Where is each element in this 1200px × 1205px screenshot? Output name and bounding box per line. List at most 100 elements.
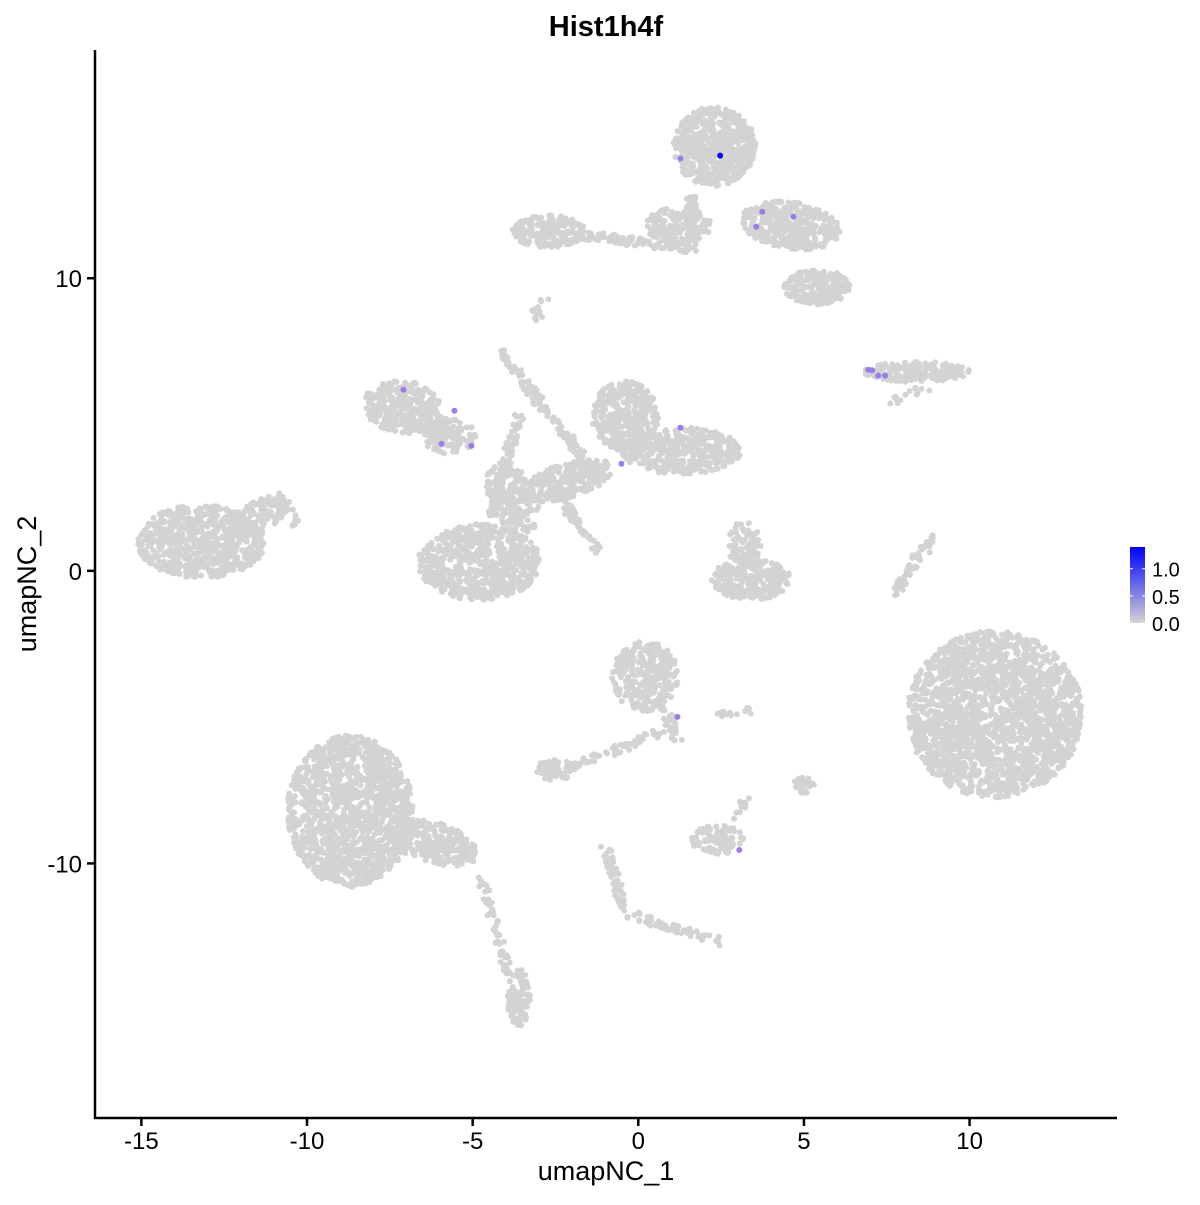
cell-point <box>434 535 441 542</box>
cell-point <box>662 429 669 436</box>
cell-point <box>709 113 716 120</box>
cell-point <box>777 564 784 571</box>
cell-point <box>693 450 700 457</box>
cell-point <box>749 135 755 142</box>
cell-point <box>556 216 563 223</box>
cell-point <box>504 501 511 508</box>
cell-point <box>607 416 614 423</box>
cell-point <box>491 464 498 471</box>
cell-point <box>673 142 680 149</box>
cell-point <box>248 556 255 563</box>
cell-point <box>670 216 677 223</box>
cell-point <box>515 498 522 505</box>
cell-point <box>486 484 493 491</box>
cell-point <box>693 464 700 471</box>
cell-point <box>503 506 510 513</box>
cell-point <box>523 582 530 589</box>
cell-point <box>381 416 388 423</box>
cell-point <box>466 542 473 549</box>
cell-point <box>684 435 691 442</box>
cell-point <box>715 104 722 111</box>
cell-point <box>836 272 843 279</box>
cell-point <box>514 489 521 495</box>
cell-point <box>477 570 484 577</box>
cell-point <box>417 562 424 569</box>
cell-point <box>215 573 221 580</box>
cell-point <box>837 295 844 302</box>
cell-point <box>939 369 946 376</box>
cell-point <box>170 565 177 572</box>
cell-point <box>724 144 731 151</box>
cell-point <box>513 557 520 564</box>
cell-point <box>226 546 233 553</box>
cell-point <box>508 526 515 533</box>
cell-point <box>903 371 910 378</box>
cell-point <box>644 388 651 395</box>
cell-point <box>730 109 737 116</box>
cell-point <box>602 458 608 465</box>
cell-point <box>553 482 560 489</box>
cell-point <box>705 433 712 440</box>
cell-point <box>766 218 773 225</box>
cell-point <box>694 134 701 141</box>
cell-point <box>514 514 521 521</box>
cell-point <box>563 217 570 224</box>
cell-point <box>241 508 248 515</box>
cell-point <box>527 539 534 546</box>
cell-point <box>598 433 605 440</box>
cell-point <box>528 478 535 484</box>
cell-point <box>833 219 840 226</box>
cell-point <box>478 544 485 551</box>
cell-point <box>775 221 782 227</box>
cell-point <box>210 555 217 562</box>
cell-point <box>225 567 232 573</box>
cell-point <box>655 456 661 462</box>
cell-point <box>196 505 203 512</box>
cell-point <box>682 443 689 450</box>
cell-point <box>654 421 661 428</box>
cell-point <box>539 498 546 505</box>
cell-point <box>796 200 803 207</box>
cell-point <box>818 212 825 219</box>
cell-point <box>137 549 144 556</box>
cell-point <box>788 276 795 283</box>
cell-point <box>494 584 501 591</box>
cell-point <box>648 428 655 435</box>
cell-point <box>407 385 414 392</box>
cell-point <box>718 449 725 456</box>
cell-point <box>659 228 665 235</box>
cell-point <box>435 400 442 407</box>
cell-point <box>484 472 491 478</box>
cell-point <box>500 556 507 563</box>
cell-point <box>519 491 526 498</box>
cell-point <box>155 553 162 560</box>
cell-point <box>888 374 895 381</box>
cell-point <box>696 458 703 465</box>
cell-point <box>186 555 193 562</box>
cell-point <box>510 501 517 508</box>
cell-point <box>403 424 410 431</box>
cell-point <box>176 530 182 537</box>
cell-point <box>676 437 683 444</box>
cell-point <box>766 204 772 211</box>
cell-point <box>517 561 523 568</box>
cell-point <box>817 242 824 249</box>
cell-point <box>922 360 929 367</box>
cell-point <box>626 386 633 393</box>
cell-point <box>702 126 709 133</box>
cell-point <box>864 372 871 379</box>
cell-point <box>840 288 846 294</box>
cell-point <box>156 544 163 551</box>
cell-point <box>550 475 557 482</box>
cell-point <box>200 530 207 537</box>
cell-point <box>531 524 538 531</box>
cell-point <box>794 293 801 300</box>
cell-point <box>746 227 753 234</box>
cell-point <box>220 555 227 562</box>
cell-point <box>713 436 720 443</box>
cell-point <box>783 235 790 242</box>
cell-point <box>450 539 457 546</box>
cell-point <box>516 227 523 234</box>
cell-point <box>760 230 767 237</box>
cell-point <box>695 141 702 148</box>
